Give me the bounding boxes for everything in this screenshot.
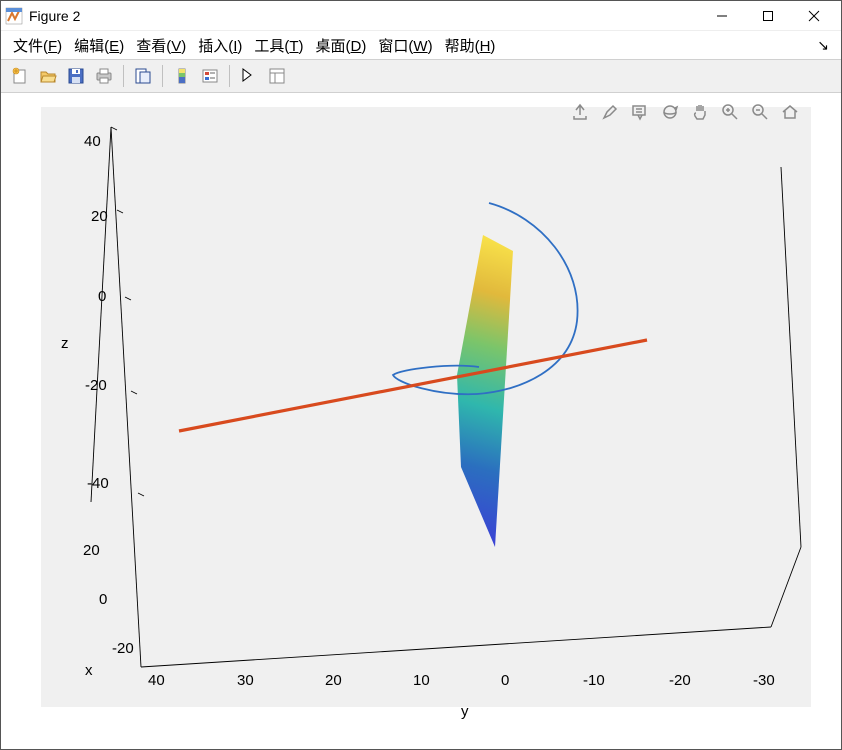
- y-tick-30: 30: [237, 672, 254, 689]
- insert-legend-button[interactable]: [197, 63, 223, 89]
- toolbar: [1, 59, 841, 93]
- y-tick--10: -10: [583, 672, 605, 689]
- z-axis-label: z: [61, 335, 69, 352]
- y-tick-0: 0: [501, 672, 509, 689]
- new-figure-button[interactable]: [7, 63, 33, 89]
- menu-item-e[interactable]: 编辑(E): [74, 35, 124, 56]
- x-tick--20: -20: [112, 640, 134, 657]
- save-button[interactable]: [63, 63, 89, 89]
- menu-item-i[interactable]: 插入(I): [198, 35, 242, 56]
- zoom-out-icon[interactable]: [749, 101, 771, 123]
- dock-arrow-icon[interactable]: ↘: [817, 37, 829, 54]
- home-icon[interactable]: [779, 101, 801, 123]
- y-tick--30: -30: [753, 672, 775, 689]
- print-preview-button[interactable]: [130, 63, 156, 89]
- x-axis-label: x: [85, 662, 93, 679]
- z-tick-0: 0: [98, 288, 106, 305]
- z-tick-40: 40: [84, 133, 101, 150]
- menu-item-w[interactable]: 窗口(W): [378, 35, 432, 56]
- z-tick-20: 20: [91, 208, 108, 225]
- brush-icon[interactable]: [599, 101, 621, 123]
- rotate3d-icon[interactable]: [659, 101, 681, 123]
- y-tick-20: 20: [325, 672, 342, 689]
- menubar: 文件(F) 编辑(E) 查看(V) 插入(I) 工具(T) 桌面(D) 窗口(W) 帮助(H)…: [1, 31, 841, 59]
- window-title: Figure 2: [29, 8, 80, 24]
- z-tick--40: -40: [87, 475, 109, 492]
- y-axis-label: y: [461, 703, 469, 720]
- plot3d-svg: [41, 107, 811, 707]
- toolbar-separator: [162, 65, 163, 87]
- datatip-icon[interactable]: [629, 101, 651, 123]
- axes-toolbar: [569, 101, 801, 123]
- menu-item-t[interactable]: 工具(T): [254, 35, 303, 56]
- menu-item-h[interactable]: 帮助(H): [445, 35, 496, 56]
- insert-colorbar-button[interactable]: [169, 63, 195, 89]
- y-tick-10: 10: [413, 672, 430, 689]
- zoom-in-icon[interactable]: [719, 101, 741, 123]
- titlebar: Figure 2: [1, 1, 841, 31]
- y-tick--20: -20: [669, 672, 691, 689]
- toolbar-separator: [123, 65, 124, 87]
- open-button[interactable]: [35, 63, 61, 89]
- matlab-figure-icon: [5, 7, 23, 25]
- x-tick-0: 0: [99, 591, 107, 608]
- toolbar-separator: [229, 65, 230, 87]
- x-tick-20: 20: [83, 542, 100, 559]
- axes3d[interactable]: 40200-20-40200-20403020100-10-20-30zxy: [41, 107, 811, 707]
- close-button[interactable]: [791, 1, 837, 31]
- figure-canvas: 40 20 0 -20 -40 20 0 -20 40 30 20 10 0 -10 -20 -30 z x y: [1, 93, 841, 749]
- export-icon[interactable]: [569, 101, 591, 123]
- menu-item-d[interactable]: 桌面(D): [316, 35, 367, 56]
- menu-item-v[interactable]: 查看(V): [136, 35, 186, 56]
- minimize-button[interactable]: [699, 1, 745, 31]
- menu-item-f[interactable]: 文件(F): [13, 35, 62, 56]
- z-tick--20: -20: [85, 377, 107, 394]
- open-property-editor-button[interactable]: [264, 63, 290, 89]
- edit-plot-button[interactable]: [236, 63, 262, 89]
- print-button[interactable]: [91, 63, 117, 89]
- y-tick-40: 40: [148, 672, 165, 689]
- maximize-button[interactable]: [745, 1, 791, 31]
- pan-icon[interactable]: [689, 101, 711, 123]
